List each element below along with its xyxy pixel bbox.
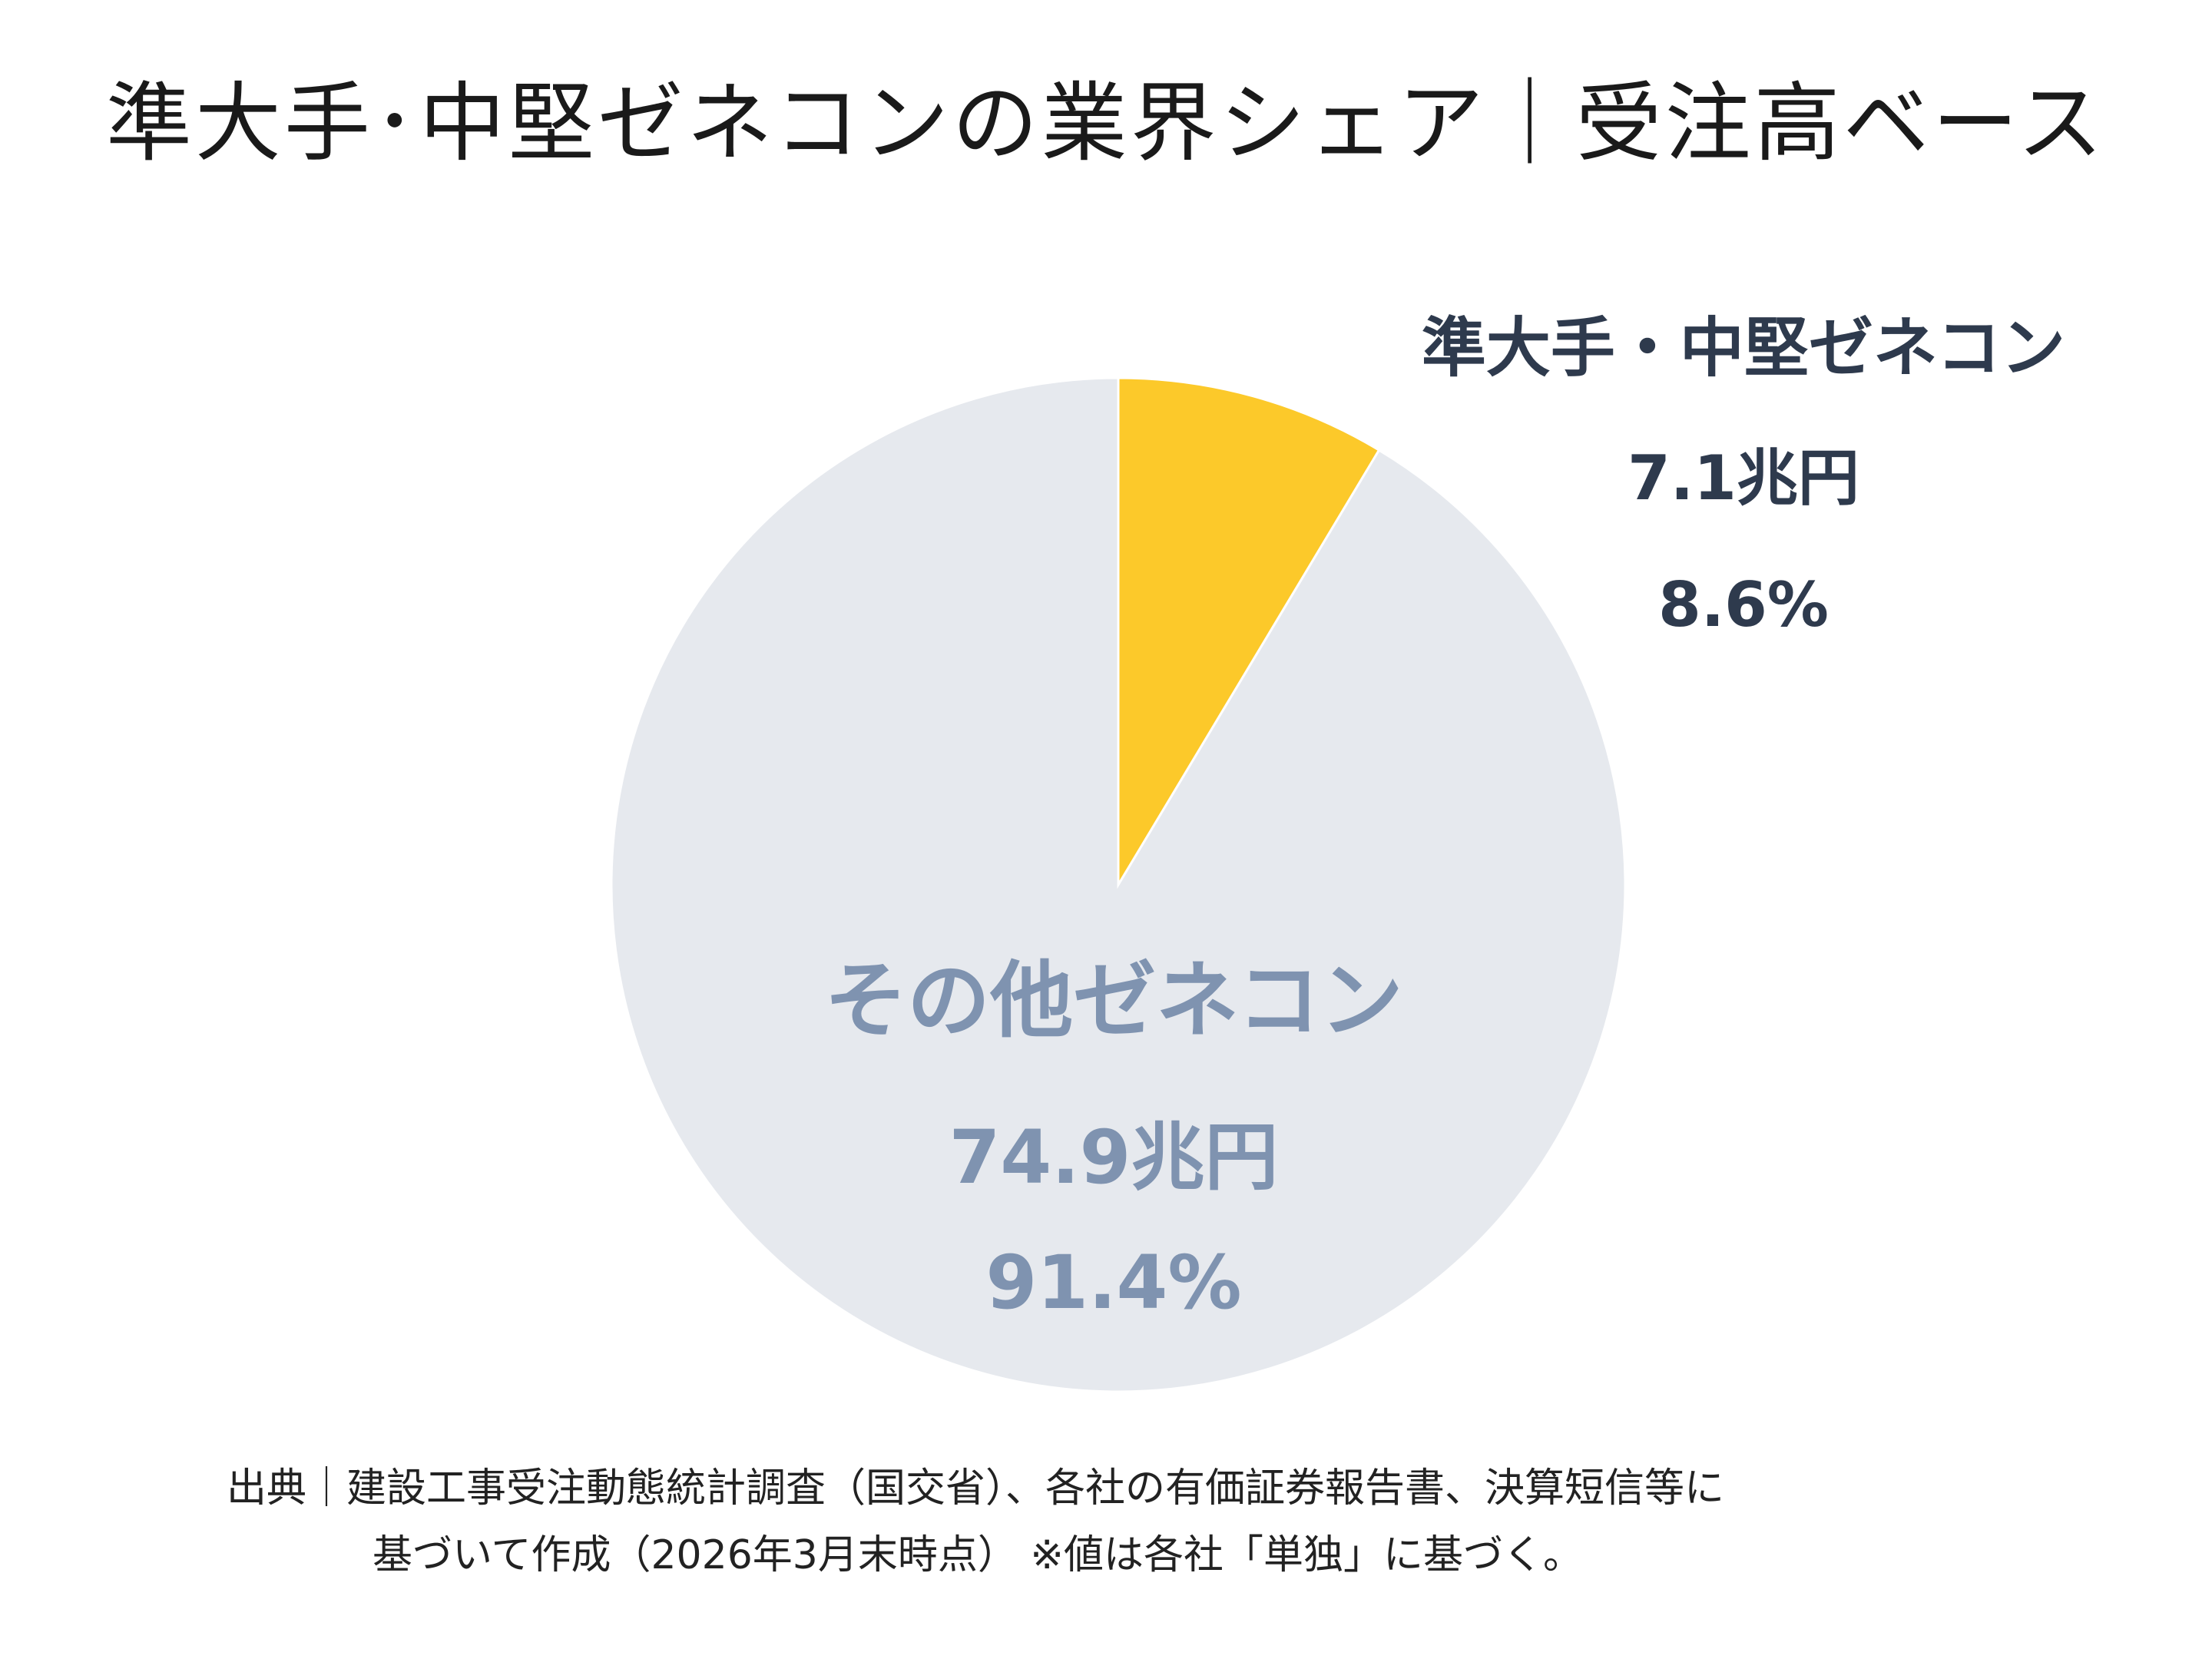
pie-slice-other [610, 376, 1627, 1393]
slice-percent-major-mid: 8.6% [1658, 569, 1829, 641]
source-note-line-2: 基づいて作成（2026年3月末時点） ※値は各社「単独」に基づく。 [373, 1532, 1583, 1578]
slice-percent-other: 91.4% [985, 1240, 1241, 1326]
chart-title: 準大手･中堅ゼネコンの業界シェア｜受注高ベース [105, 74, 2107, 174]
slice-amount-other: 74.9兆円 [949, 1114, 1279, 1200]
source-note-line-1: 出典｜建設工事受注動態統計調査（国交省）、各社の有価証券報告書、決算短信等に [227, 1465, 1725, 1512]
slice-label-other: その他ゼネコン [824, 953, 1403, 1049]
pie-slices [610, 376, 1627, 1393]
slice-label-major-mid: 準大手・中堅ゼネコン [1422, 310, 2065, 386]
slice-amount-major-mid: 7.1兆円 [1628, 442, 1859, 514]
pie-slice-major-mid [1117, 376, 1381, 889]
